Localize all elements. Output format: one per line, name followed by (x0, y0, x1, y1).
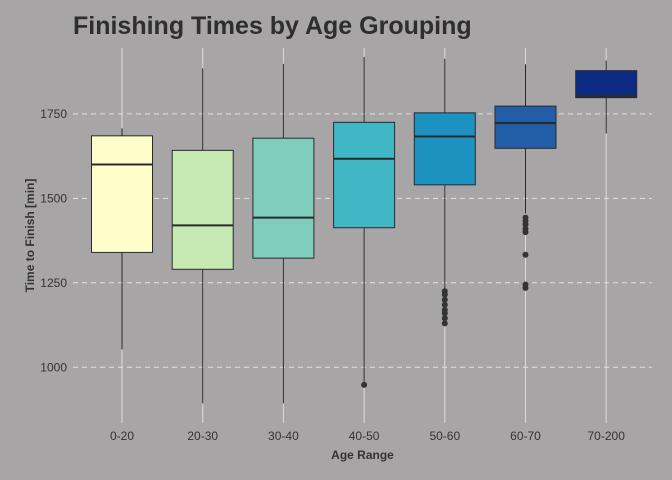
box-0-20 (91, 128, 153, 350)
y-axis-label: Time to Finish [min] (23, 179, 37, 293)
outlier-point (522, 251, 529, 258)
iqr-box (252, 137, 315, 259)
outlier-point (441, 306, 448, 313)
box-layer (91, 57, 638, 404)
outlier-point (522, 281, 529, 288)
box-60-70 (494, 64, 557, 291)
x-axis-label: Age Range (331, 448, 394, 462)
outlier-point (441, 301, 448, 308)
iqr-box (413, 112, 476, 186)
outlier-point (522, 214, 529, 221)
y-tick-label: 1500 (40, 191, 67, 205)
outlier-point (441, 288, 448, 295)
box-70-200 (575, 60, 638, 134)
iqr-box (91, 135, 153, 253)
iqr-box (333, 121, 396, 229)
iqr-box (575, 70, 638, 99)
iqr-box (494, 105, 557, 149)
x-tick-label: 60-70 (510, 429, 541, 443)
outlier-point (361, 381, 368, 388)
x-tick-label: 50-60 (429, 429, 460, 443)
y-tick-label: 1250 (40, 276, 67, 290)
outlier-point (522, 225, 529, 232)
box-30-40 (252, 63, 315, 404)
iqr-box (171, 149, 234, 270)
outlier-point (441, 296, 448, 303)
outlier-point (441, 320, 448, 327)
y-tick-label: 1000 (40, 360, 67, 374)
x-tick-label: 0-20 (110, 429, 134, 443)
outlier-point (441, 315, 448, 322)
box-50-60 (413, 58, 476, 327)
x-tick-label: 70-200 (588, 429, 626, 443)
y-tick-label: 1750 (40, 107, 67, 121)
x-tick-label: 40-50 (349, 429, 380, 443)
x-tick-label: 30-40 (268, 429, 299, 443)
x-tick-label: 20-30 (187, 429, 218, 443)
plot-panel (73, 48, 652, 423)
box-40-50 (333, 57, 396, 388)
box-20-30 (171, 68, 234, 404)
chart-title: Finishing Times by Age Grouping (73, 12, 472, 40)
axis-layer: 1000 1250 1500 1750 0-20 20-30 30-40 40-50 50-60… (40, 107, 625, 443)
